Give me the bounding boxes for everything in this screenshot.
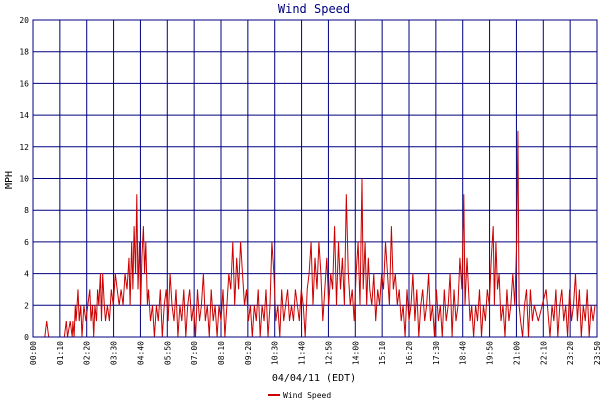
- y-tick-label: 4: [24, 270, 29, 279]
- x-tick-label: 01:10: [56, 341, 65, 365]
- y-axis-ticks: 0 2 4 6 8 10 12 14 16 18 20: [19, 16, 29, 342]
- y-tick-label: 2: [24, 301, 29, 310]
- x-tick-label: 15:10: [378, 341, 387, 365]
- x-tick-label: 07:00: [190, 341, 199, 365]
- y-tick-label: 10: [19, 175, 29, 184]
- x-tick-label: 14:00: [351, 341, 360, 365]
- x-tick-label: 09:20: [244, 341, 253, 365]
- series-group: [33, 130, 596, 338]
- y-tick-label: 20: [19, 16, 29, 25]
- x-tick-label: 18:40: [459, 341, 468, 365]
- x-tick-label: 10:30: [271, 341, 280, 365]
- x-tick-label: 23:50: [593, 341, 600, 365]
- x-tick-label: 12:50: [324, 341, 333, 365]
- y-tick-label: 8: [24, 206, 29, 215]
- x-tick-label: 16:20: [405, 341, 414, 365]
- x-tick-label: 21:00: [512, 341, 521, 365]
- series-line-0: [33, 130, 596, 338]
- x-tick-label: 03:30: [110, 341, 119, 365]
- x-axis-label: 04/04/11 (EDT): [272, 373, 356, 384]
- x-tick-label: 23:20: [566, 341, 575, 365]
- chart-title: Wind Speed: [278, 2, 350, 16]
- y-tick-label: 0: [24, 333, 29, 342]
- x-tick-label: 05:50: [163, 341, 172, 365]
- x-axis-ticks: 00:00 01:10 02:20 03:30 04:40 05:50 07:00 08:10…: [29, 341, 600, 365]
- y-tick-label: 6: [24, 238, 29, 247]
- y-tick-label: 14: [19, 111, 29, 120]
- x-tick-label: 17:30: [432, 341, 441, 365]
- plot-area-border: [32, 19, 598, 338]
- x-tick-label: 08:10: [217, 341, 226, 365]
- x-tick-label: 04:40: [136, 341, 145, 365]
- x-tick-label: 22:10: [539, 341, 548, 365]
- x-tick-label: 11:40: [298, 341, 307, 365]
- y-axis-label: MPH: [4, 171, 15, 189]
- x-tick-label: 02:20: [83, 341, 92, 365]
- legend: Wind Speed: [268, 391, 331, 400]
- legend-label: Wind Speed: [283, 391, 331, 400]
- y-tick-label: 18: [19, 48, 29, 57]
- y-tick-label: 16: [19, 79, 29, 88]
- x-tick-label: 19:50: [486, 341, 495, 365]
- x-tick-label: 00:00: [29, 341, 38, 365]
- y-tick-label: 12: [19, 143, 29, 152]
